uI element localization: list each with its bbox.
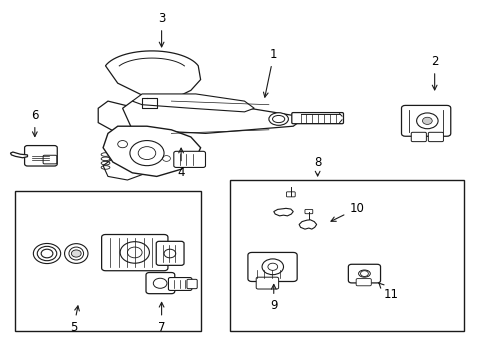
Text: 6: 6 — [31, 109, 39, 136]
Text: 10: 10 — [330, 202, 364, 221]
Text: 9: 9 — [269, 284, 277, 312]
Bar — [229, 180, 463, 330]
FancyBboxPatch shape — [102, 234, 167, 271]
Text: 8: 8 — [313, 156, 321, 176]
Circle shape — [422, 117, 431, 125]
FancyBboxPatch shape — [286, 192, 295, 197]
FancyBboxPatch shape — [427, 132, 443, 141]
Circle shape — [71, 250, 81, 257]
Text: 7: 7 — [158, 302, 165, 333]
FancyBboxPatch shape — [186, 279, 197, 289]
Text: 3: 3 — [158, 12, 165, 47]
FancyBboxPatch shape — [173, 151, 205, 167]
Polygon shape — [132, 94, 254, 112]
Polygon shape — [10, 152, 27, 158]
Polygon shape — [103, 126, 200, 176]
Text: 11: 11 — [378, 283, 397, 301]
Bar — [15, 191, 200, 330]
Text: 2: 2 — [430, 55, 438, 90]
FancyBboxPatch shape — [305, 210, 312, 214]
Polygon shape — [273, 208, 293, 216]
Text: 1: 1 — [263, 48, 277, 97]
FancyBboxPatch shape — [355, 279, 370, 286]
Text: 5: 5 — [70, 306, 79, 333]
FancyBboxPatch shape — [291, 113, 343, 124]
FancyBboxPatch shape — [401, 105, 450, 136]
FancyBboxPatch shape — [43, 155, 57, 164]
Ellipse shape — [268, 113, 288, 125]
Polygon shape — [122, 101, 303, 134]
FancyBboxPatch shape — [256, 277, 278, 289]
Ellipse shape — [69, 247, 83, 260]
Ellipse shape — [64, 244, 88, 264]
Ellipse shape — [272, 116, 284, 123]
FancyBboxPatch shape — [168, 278, 191, 291]
FancyBboxPatch shape — [156, 241, 183, 265]
FancyBboxPatch shape — [146, 273, 174, 294]
Polygon shape — [105, 51, 200, 98]
FancyBboxPatch shape — [247, 252, 297, 282]
Polygon shape — [103, 155, 147, 180]
FancyBboxPatch shape — [347, 264, 380, 283]
Text: 4: 4 — [177, 148, 184, 179]
FancyBboxPatch shape — [24, 145, 57, 166]
Ellipse shape — [358, 270, 369, 277]
Polygon shape — [98, 101, 157, 137]
Polygon shape — [108, 130, 161, 166]
Polygon shape — [299, 220, 316, 229]
FancyBboxPatch shape — [410, 132, 426, 141]
